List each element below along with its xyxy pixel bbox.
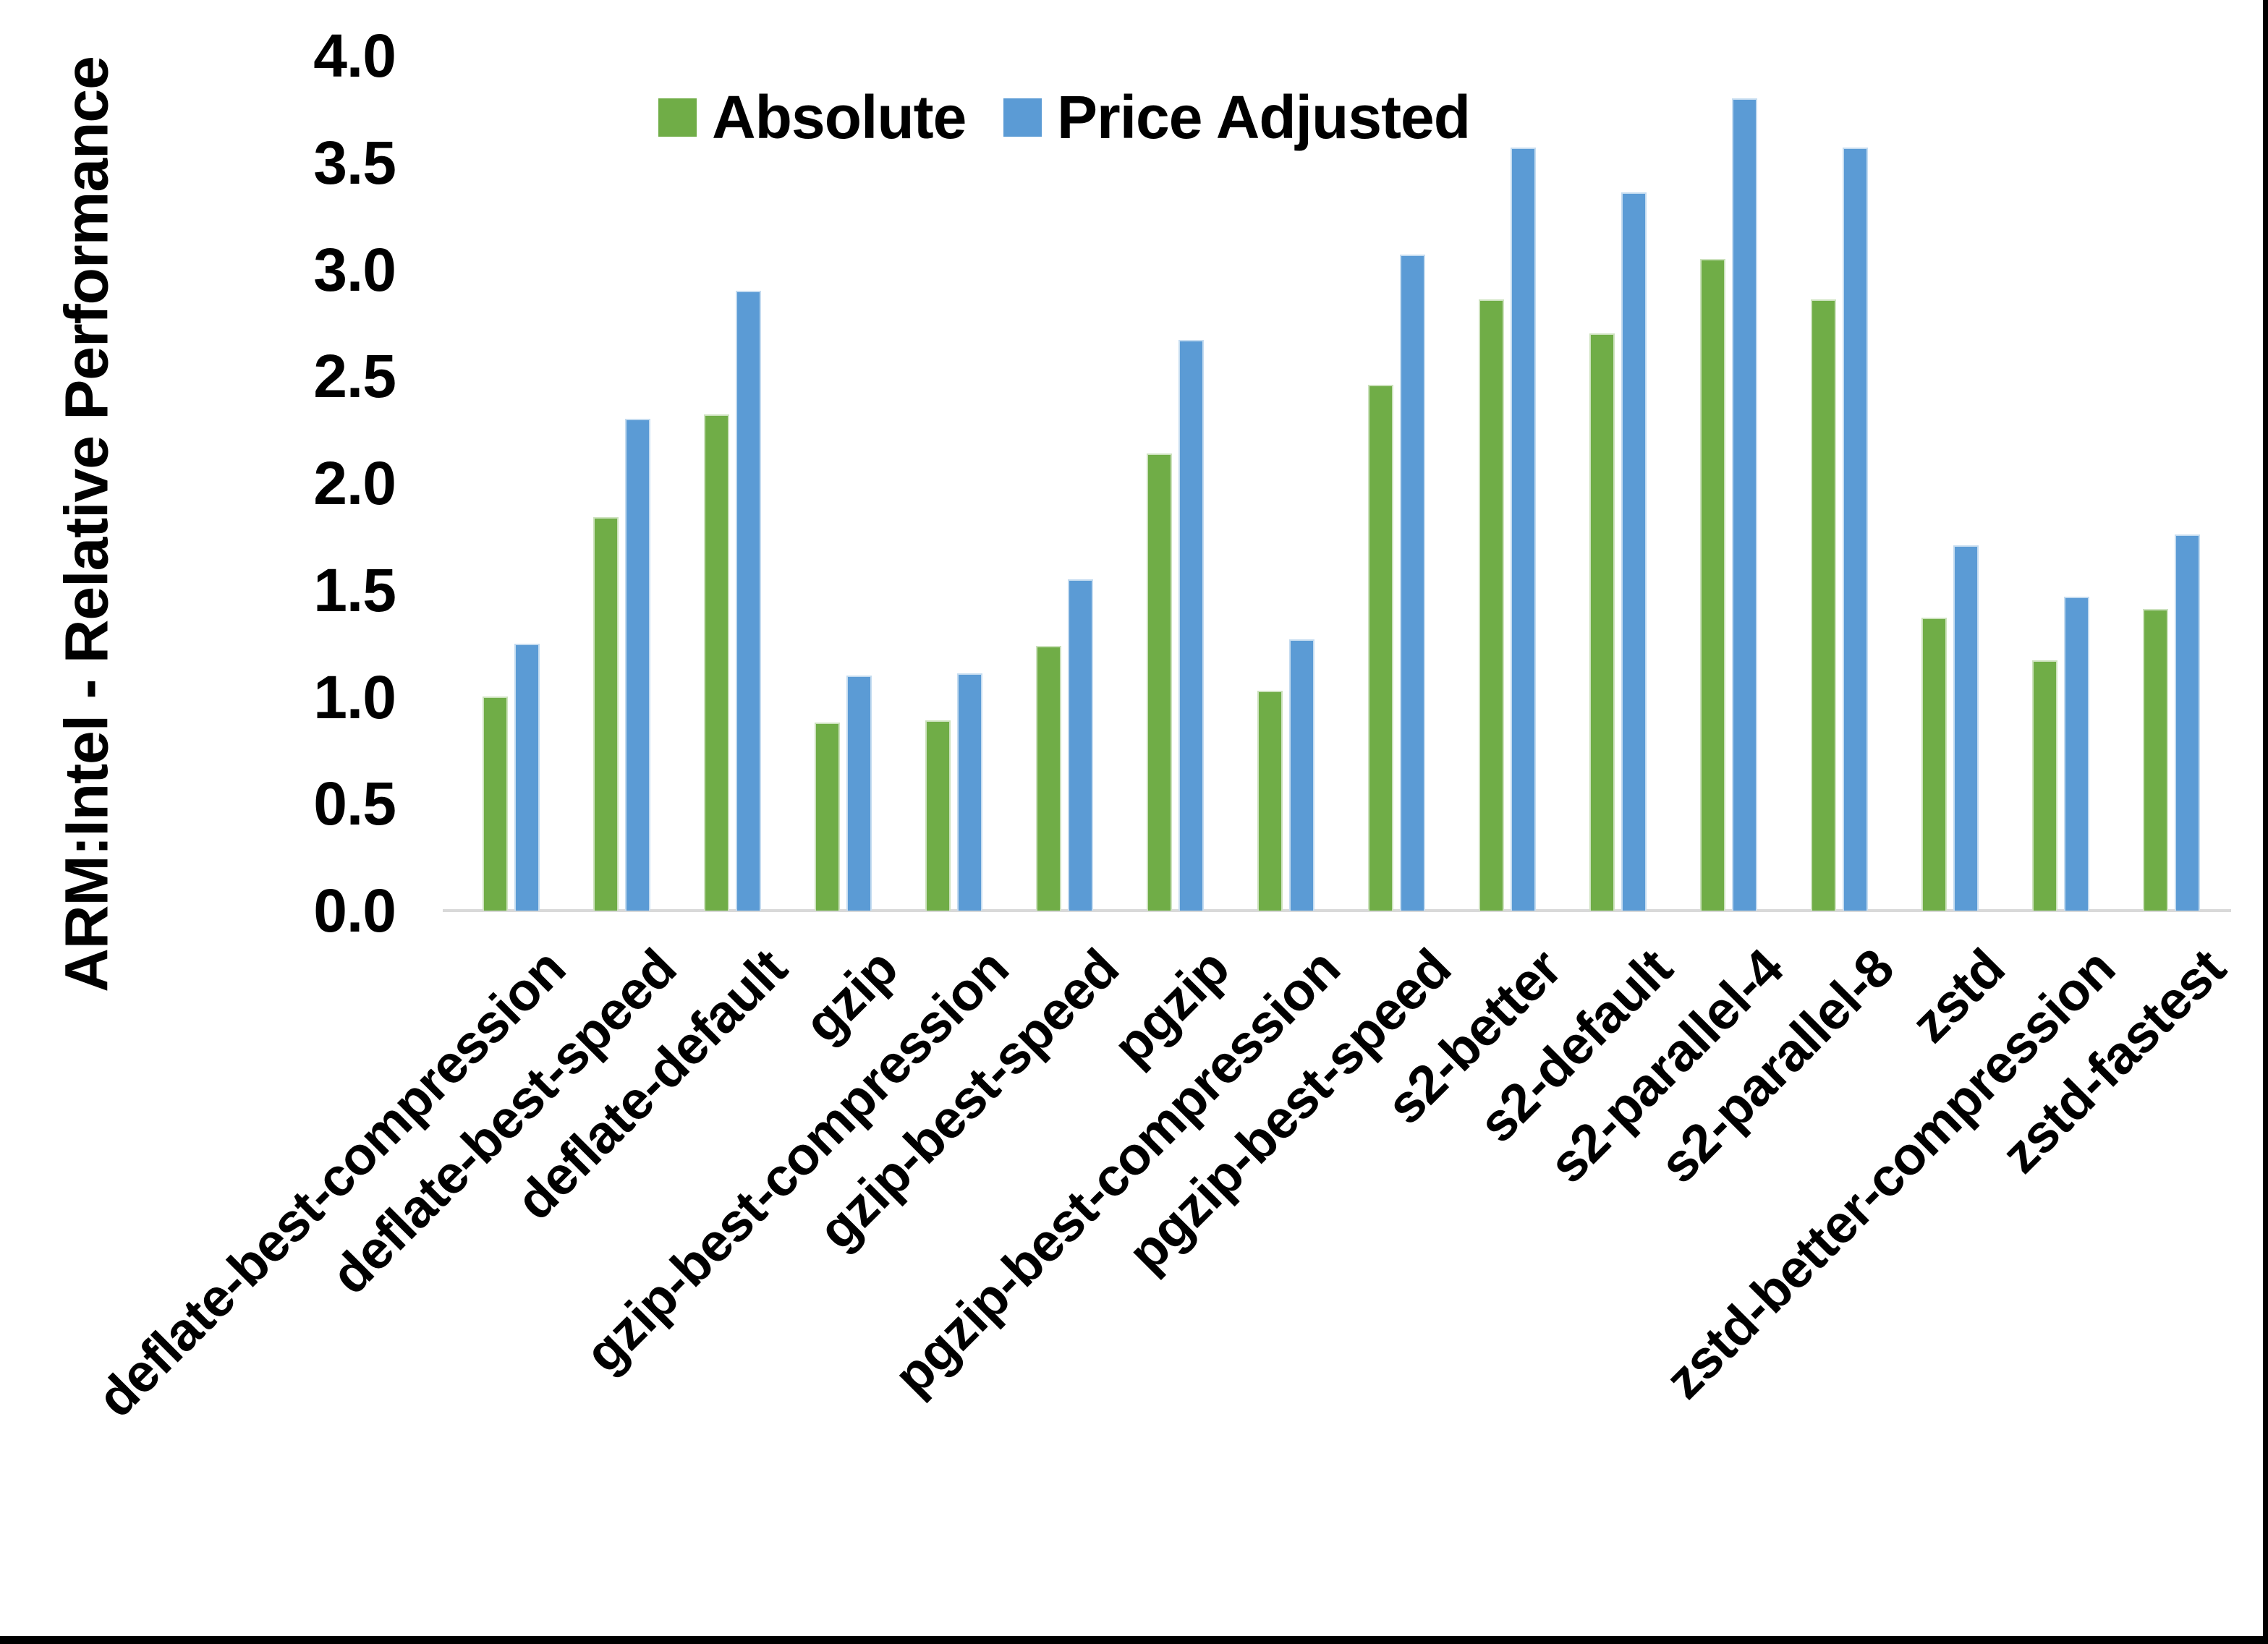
legend-swatch-price-adjusted	[1003, 98, 1042, 137]
bar-price-adjusted-pgzip-best-speed	[1400, 255, 1425, 911]
bar-price-adjusted-s2-parallel-8	[1843, 148, 1868, 911]
bar-absolute-s2-better	[1479, 299, 1504, 911]
bar-price-adjusted-s2-default	[1621, 192, 1647, 911]
bar-absolute-zstd	[1921, 618, 1947, 911]
bar-price-adjusted-deflate-best-speed	[625, 419, 650, 911]
bar-price-adjusted-zstd-fastest	[2175, 534, 2200, 911]
bar-price-adjusted-s2-parallel-4	[1732, 98, 1757, 911]
bar-absolute-deflate-best-compression	[483, 697, 508, 911]
legend-item-price-adjusted: Price Adjusted	[1003, 83, 1471, 151]
bar-absolute-pgzip	[1147, 453, 1172, 911]
bar-price-adjusted-zstd	[1953, 545, 1979, 911]
legend-swatch-absolute	[658, 98, 697, 137]
bar-absolute-pgzip-best-speed	[1368, 385, 1393, 911]
bar-absolute-s2-parallel-4	[1700, 259, 1725, 911]
bar-absolute-deflate-best-speed	[593, 517, 619, 911]
y-tick-label: 3.5	[313, 128, 396, 197]
y-tick-label: 1.0	[313, 663, 396, 731]
bar-price-adjusted-gzip-best-compression	[957, 673, 982, 911]
legend-label-price-adjusted: Price Adjusted	[1057, 83, 1471, 151]
bar-price-adjusted-pgzip-best-compression	[1289, 639, 1314, 911]
bar-price-adjusted-gzip-best-speed	[1068, 579, 1093, 911]
bar-price-adjusted-s2-better	[1511, 148, 1536, 911]
y-axis-title: ARM:Intel - Relative Performance	[52, 56, 121, 992]
bar-price-adjusted-gzip	[846, 676, 872, 911]
bar-absolute-gzip-best-speed	[1036, 646, 1061, 911]
legend-label-absolute: Absolute	[712, 83, 967, 151]
bar-absolute-gzip	[815, 723, 840, 911]
bar-price-adjusted-pgzip	[1178, 340, 1204, 911]
y-tick-label: 0.5	[313, 770, 396, 838]
bar-absolute-zstd-better-compression	[2032, 660, 2057, 911]
legend-item-absolute: Absolute	[658, 83, 967, 151]
bar-absolute-gzip-best-compression	[925, 720, 951, 911]
bar-absolute-pgzip-best-compression	[1257, 691, 1283, 911]
y-tick-label: 3.0	[313, 235, 396, 304]
bar-price-adjusted-deflate-default	[736, 291, 761, 911]
y-tick-label: 0.0	[313, 877, 396, 945]
bottom-frame-bar	[0, 1636, 2268, 1644]
bar-absolute-s2-parallel-8	[1811, 299, 1836, 911]
y-tick-label: 2.5	[313, 342, 396, 411]
x-axis-line	[443, 909, 2231, 912]
y-tick-label: 4.0	[313, 22, 396, 90]
bar-absolute-zstd-fastest	[2143, 609, 2168, 911]
bar-absolute-deflate-default	[704, 414, 729, 911]
x-category-label-deflate-best-compression: deflate-best-compression	[85, 937, 577, 1428]
y-tick-label: 1.5	[313, 555, 396, 624]
right-frame-bar	[2263, 0, 2268, 1644]
bar-price-adjusted-deflate-best-compression	[514, 644, 540, 911]
bar-price-adjusted-zstd-better-compression	[2064, 597, 2089, 911]
bar-absolute-s2-default	[1589, 333, 1615, 911]
y-tick-label: 2.0	[313, 449, 396, 517]
